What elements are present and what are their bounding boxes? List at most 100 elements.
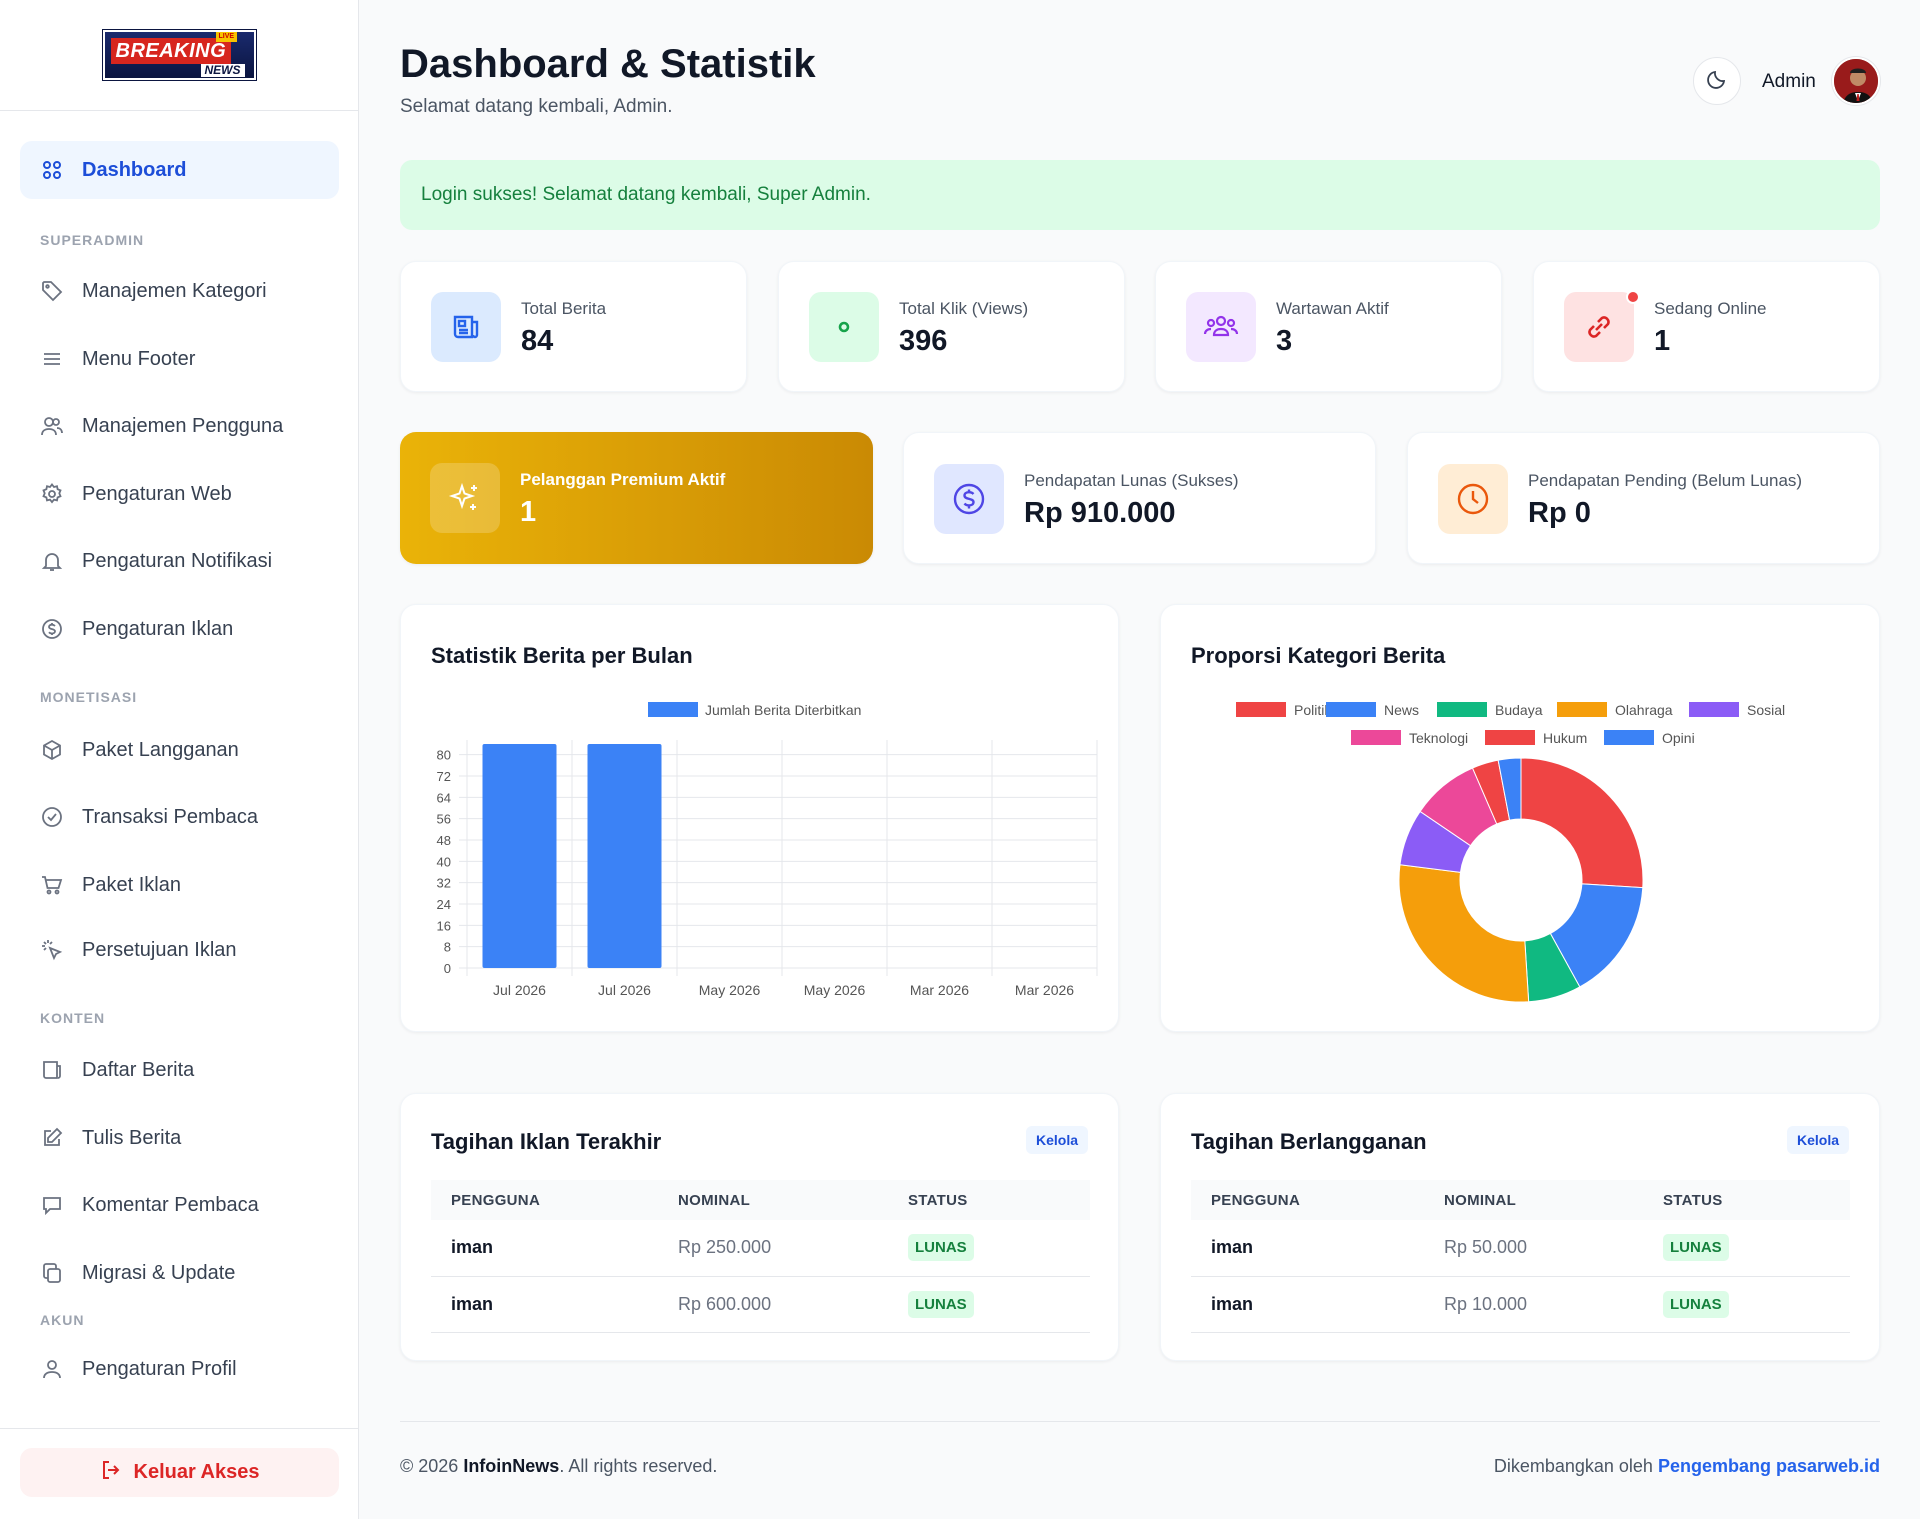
logout-button[interactable]: Keluar Akses: [20, 1448, 339, 1497]
table-title: Tagihan Iklan Terakhir: [431, 1129, 662, 1154]
footer-divider: [400, 1421, 1880, 1422]
stat-label: Pendapatan Lunas (Sukses): [1024, 471, 1239, 490]
brand-name: InfoinNews: [463, 1456, 560, 1476]
y-tick-label: 24: [437, 897, 451, 912]
legend-swatch: [1689, 702, 1739, 717]
sidebar-item-iklan[interactable]: Pengaturan Iklan: [20, 600, 339, 658]
sidebar-item-komentar[interactable]: Komentar Pembaca: [20, 1176, 339, 1234]
user-name[interactable]: Admin: [1762, 71, 1816, 92]
copyright-suffix: . All rights reserved.: [559, 1456, 718, 1476]
section-label-akun: AKUN: [40, 1312, 85, 1328]
donut-slice: [1520, 757, 1644, 889]
stat-value: 1: [520, 496, 537, 528]
cell-amount: Rp 50.000: [1424, 1220, 1643, 1277]
stat-value: 1: [1654, 325, 1671, 357]
sidebar-item-transaksi[interactable]: Transaksi Pembaca: [20, 788, 339, 846]
table-card-langganan: Tagihan Berlangganan Kelola PENGGUNA NOM…: [1160, 1093, 1880, 1361]
status-badge: LUNAS: [1663, 1234, 1729, 1262]
tag-icon: [41, 280, 63, 302]
y-tick-label: 48: [437, 833, 451, 848]
sidebar-item-notifikasi[interactable]: Pengaturan Notifikasi: [20, 532, 339, 590]
sidebar-item-dashboard[interactable]: Dashboard: [20, 141, 339, 199]
table-row: iman Rp 600.000 LUNAS: [431, 1276, 1090, 1333]
section-label-monetisasi: MONETISASI: [40, 689, 138, 705]
table-row: iman Rp 10.000 LUNAS: [1191, 1276, 1850, 1333]
y-tick-label: 72: [437, 769, 451, 784]
stat-card-lunas: Pendapatan Lunas (Sukses) Rp 910.000: [903, 432, 1376, 564]
cell-user: iman: [1191, 1220, 1424, 1277]
sidebar-item-label: Transaksi Pembaca: [82, 805, 258, 828]
menu-icon: [41, 348, 63, 370]
sidebar-item-kategori[interactable]: Manajemen Kategori: [20, 262, 339, 320]
sidebar: BREAKING LIVE NEWS Dashboard SUPERADMIN …: [0, 0, 359, 1519]
success-alert: Login sukses! Selamat datang kembali, Su…: [400, 160, 1880, 230]
billing-table: PENGGUNA NOMINAL STATUS iman Rp 50.000 L…: [1191, 1180, 1850, 1333]
sidebar-item-migrasi[interactable]: Migrasi & Update: [20, 1244, 339, 1302]
moon-icon: [1706, 68, 1728, 95]
y-tick-label: 32: [437, 876, 451, 891]
status-badge: LUNAS: [908, 1234, 974, 1262]
sidebar-item-paket-langganan[interactable]: Paket Langganan: [20, 721, 339, 779]
y-tick-label: 0: [444, 961, 451, 976]
sidebar-item-paket-iklan[interactable]: Paket Iklan: [20, 856, 339, 914]
dollar-icon: [934, 464, 1004, 534]
sidebar-item-persetujuan[interactable]: Persetujuan Iklan: [20, 921, 339, 979]
sidebar-item-label: Manajemen Pengguna: [82, 414, 284, 437]
column-header: STATUS: [888, 1180, 1090, 1220]
cell-user: iman: [1191, 1276, 1424, 1333]
legend-swatch: [1351, 730, 1401, 745]
sidebar-item-web[interactable]: Pengaturan Web: [20, 465, 339, 523]
pie-chart: Politik News Budaya Olahraga Sosial Teknologi…: [1236, 702, 1785, 1003]
kelola-button[interactable]: Kelola: [1786, 1126, 1849, 1154]
theme-toggle-button[interactable]: [1693, 57, 1741, 105]
sidebar-item-label: Pengaturan Profil: [82, 1357, 237, 1380]
stat-label: Pendapatan Pending (Belum Lunas): [1528, 471, 1803, 490]
legend-label: Jumlah Berita Diterbitkan: [705, 702, 861, 718]
sidebar-item-pengguna[interactable]: Manajemen Pengguna: [20, 397, 339, 455]
sidebar-item-daftar-berita[interactable]: Daftar Berita: [20, 1041, 339, 1099]
table-title: Tagihan Berlangganan: [1191, 1129, 1427, 1154]
pie-chart-card: Proporsi Kategori Berita Politik News Buda…: [1160, 604, 1880, 1032]
y-tick-label: 16: [437, 918, 451, 933]
legend-swatch: [1557, 702, 1607, 717]
cart-icon: [41, 874, 63, 896]
bar-chart-card: Statistik Berita per Bulan Jumlah Berita…: [400, 604, 1119, 1032]
stat-label: Wartawan Aktif: [1276, 299, 1389, 318]
kelola-button[interactable]: Kelola: [1025, 1126, 1088, 1154]
stat-card-wartawan: Wartawan Aktif 3: [1155, 261, 1502, 392]
billing-table: PENGGUNA NOMINAL STATUS iman Rp 250.000 …: [431, 1180, 1090, 1333]
sidebar-item-label: Paket Langganan: [82, 738, 239, 761]
box-icon: [41, 739, 63, 761]
legend-label: Budaya: [1495, 702, 1543, 718]
user-icon: [41, 1358, 63, 1380]
grid-icon: [41, 159, 63, 181]
sidebar-item-label: Persetujuan Iklan: [82, 938, 237, 961]
stat-value: 84: [521, 325, 554, 357]
logo[interactable]: BREAKING LIVE NEWS: [102, 30, 256, 80]
chart-title: Statistik Berita per Bulan: [431, 643, 693, 668]
legend-swatch: [1236, 702, 1286, 717]
sidebar-item-label: Manajemen Kategori: [82, 279, 267, 302]
legend-label: Olahraga: [1615, 702, 1673, 718]
column-header: PENGGUNA: [431, 1180, 658, 1220]
avatar[interactable]: [1832, 57, 1880, 105]
comment-icon: [41, 1194, 63, 1216]
sidebar-item-tulis-berita[interactable]: Tulis Berita: [20, 1109, 339, 1167]
table-row: iman Rp 250.000 LUNAS: [431, 1220, 1090, 1277]
newspaper-icon: [41, 1059, 63, 1081]
y-tick-label: 8: [444, 940, 451, 955]
cell-amount: Rp 250.000: [658, 1220, 888, 1277]
logo-text: BREAKING: [110, 38, 232, 64]
check-circle-icon: [41, 806, 63, 828]
logout-icon: [100, 1459, 122, 1487]
developer-credit: Dikembangkan oleh Pengembang pasarweb.id: [1494, 1456, 1880, 1477]
stat-card-total-klik: Total Klik (Views) 396: [778, 261, 1125, 392]
developer-link[interactable]: Pengembang pasarweb.id: [1657, 1456, 1880, 1476]
sidebar-footer: Keluar Akses: [0, 1428, 359, 1519]
column-header: STATUS: [1643, 1180, 1850, 1220]
bar: [587, 744, 662, 968]
sidebar-item-profil[interactable]: Pengaturan Profil: [20, 1340, 339, 1398]
sidebar-item-label: Daftar Berita: [82, 1058, 195, 1081]
clock-icon: [1438, 464, 1508, 534]
sidebar-item-footer[interactable]: Menu Footer: [20, 330, 339, 388]
